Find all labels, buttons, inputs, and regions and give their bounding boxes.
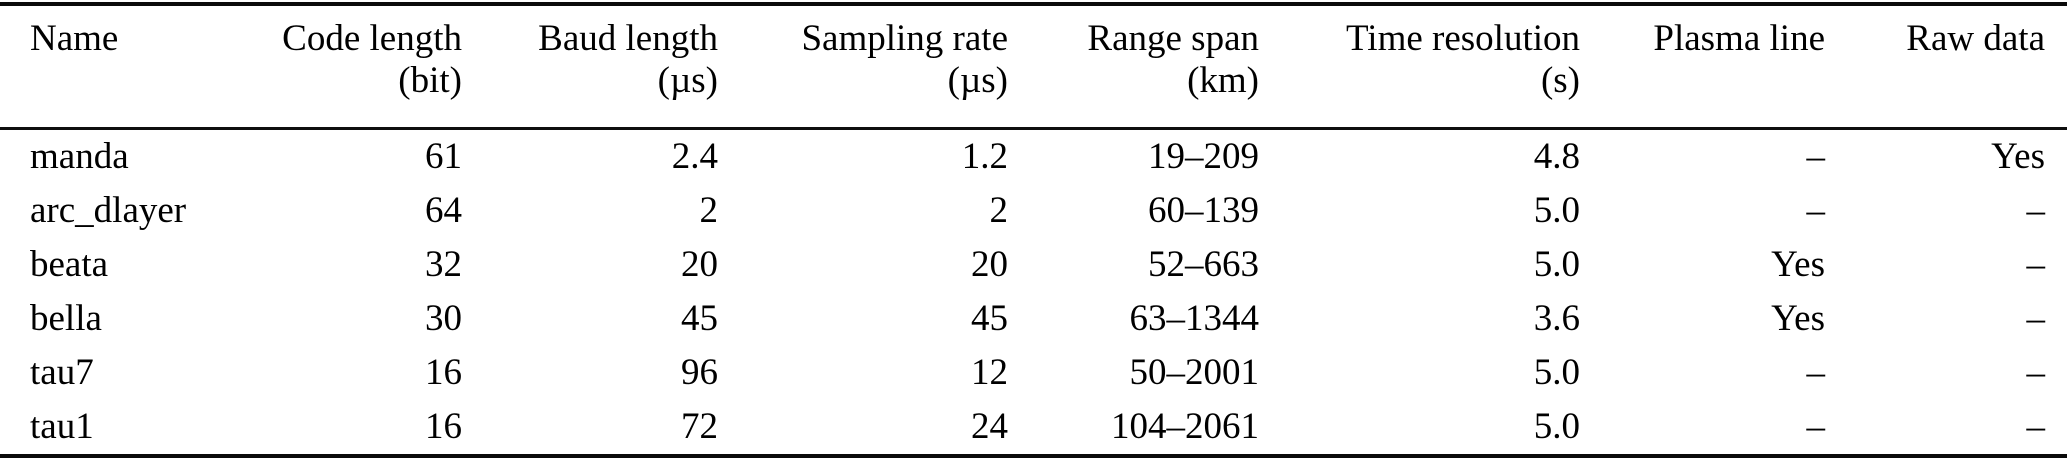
column-label: Name [30,18,119,59]
column-unit: (s) [1540,60,1580,101]
cell-time-resolution: 4.8 [1533,135,1580,177]
column-header-range-span: Range span (km) [1008,4,1259,130]
cell-sampling-rate: 1.2 [961,135,1008,177]
cell-plasma-line: – [1806,405,1826,447]
column-label: Plasma line [1653,18,1825,59]
table-body: manda 61 2.4 1.2 19–209 4.8 – Yes arc_dl… [0,128,2067,456]
cell-range-span: 60–139 [1148,189,1259,231]
column-header-time-resolution: Time resolution (s) [1259,4,1580,130]
column-header-name: Name [0,4,250,130]
table-row-bella: bella 30 45 45 63–1344 3.6 Yes – [0,292,2067,346]
column-unit: (bit) [398,60,462,101]
table-row-tau7: tau7 16 96 12 50–2001 5.0 – – [0,346,2067,400]
column-header-raw-data: Raw data [1825,4,2067,130]
column-unit: (µs) [947,60,1008,101]
header-row: Name Code length (bit) Baud length (µs) … [0,4,2067,130]
cell-raw-data: Yes [1991,135,2045,177]
cell-name: arc_dlayer [30,189,187,231]
cell-plasma-line: – [1806,351,1826,393]
cell-name: tau1 [30,405,94,447]
column-label: Code length [282,18,462,59]
cell-sampling-rate: 2 [989,189,1009,231]
column-unit: (µs) [657,60,718,101]
table-header: Name Code length (bit) Baud length (µs) … [0,4,2067,130]
cell-raw-data: – [2026,351,2046,393]
column-header-baud-length: Baud length (µs) [462,4,718,130]
column-label: Sampling rate [801,18,1008,59]
cell-plasma-line: – [1806,189,1826,231]
column-unit: (km) [1187,60,1259,101]
cell-raw-data: – [2026,405,2046,447]
column-header-plasma-line: Plasma line [1580,4,1825,130]
cell-name: bella [30,297,102,339]
table-row-arc-dlayer: arc_dlayer 64 2 2 60–139 5.0 – – [0,184,2067,238]
cell-range-span: 19–209 [1148,135,1259,177]
table-row-manda: manda 61 2.4 1.2 19–209 4.8 – Yes [0,128,2067,184]
cell-code-length: 16 [425,405,462,447]
cell-baud-length: 45 [681,297,718,339]
cell-raw-data: – [2026,297,2046,339]
cell-sampling-rate: 12 [971,351,1008,393]
cell-time-resolution: 3.6 [1533,297,1580,339]
cell-time-resolution: 5.0 [1533,189,1580,231]
column-header-sampling-rate: Sampling rate (µs) [718,4,1008,130]
cell-baud-length: 72 [681,405,718,447]
cell-time-resolution: 5.0 [1533,243,1580,285]
cell-code-length: 16 [425,351,462,393]
cell-plasma-line: – [1806,135,1826,177]
cell-sampling-rate: 24 [971,405,1008,447]
column-label: Time resolution [1345,18,1580,59]
cell-name: manda [30,135,129,177]
cell-time-resolution: 5.0 [1533,405,1580,447]
column-label: Raw data [1906,18,2045,59]
cell-name: beata [30,243,109,285]
cell-sampling-rate: 45 [971,297,1008,339]
radar-experiment-modes-table: Name Code length (bit) Baud length (µs) … [0,2,2067,458]
cell-code-length: 32 [425,243,462,285]
cell-time-resolution: 5.0 [1533,351,1580,393]
cell-range-span: 104–2061 [1111,405,1259,447]
table-row-tau1: tau1 16 72 24 104–2061 5.0 – – [0,400,2067,456]
cell-code-length: 64 [425,189,462,231]
cell-raw-data: – [2026,243,2046,285]
cell-code-length: 30 [425,297,462,339]
cell-range-span: 50–2001 [1129,351,1260,393]
cell-code-length: 61 [425,135,462,177]
cell-plasma-line: Yes [1771,243,1825,285]
cell-range-span: 52–663 [1148,243,1259,285]
cell-range-span: 63–1344 [1129,297,1260,339]
cell-baud-length: 2 [699,189,719,231]
cell-plasma-line: Yes [1771,297,1825,339]
cell-sampling-rate: 20 [971,243,1008,285]
cell-baud-length: 96 [681,351,718,393]
table-row-beata: beata 32 20 20 52–663 5.0 Yes – [0,238,2067,292]
cell-name: tau7 [30,351,94,393]
column-label: Range span [1087,18,1259,59]
cell-raw-data: – [2026,189,2046,231]
column-label: Baud length [538,18,718,59]
cell-baud-length: 20 [681,243,718,285]
cell-baud-length: 2.4 [671,135,718,177]
column-header-code-length: Code length (bit) [250,4,462,130]
